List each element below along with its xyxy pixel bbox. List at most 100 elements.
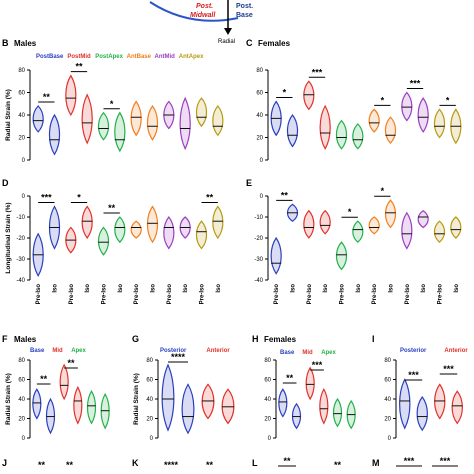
sig-bracket-label: ** xyxy=(40,374,48,384)
legend-item: Mid xyxy=(302,350,313,356)
x-tick-label: Iso xyxy=(151,284,157,293)
violin xyxy=(305,366,315,401)
violin xyxy=(81,205,93,239)
violin xyxy=(433,220,446,243)
y-tick-label: 60 xyxy=(256,91,263,97)
violin xyxy=(97,111,110,141)
violin xyxy=(433,108,446,139)
violin xyxy=(81,93,93,145)
violin xyxy=(319,104,331,150)
violin xyxy=(59,363,69,401)
sig-bracket-label: ** xyxy=(67,358,75,368)
x-tick-label: Iso xyxy=(323,284,329,293)
x-tick-label: Pre-Iso xyxy=(200,284,206,305)
x-tick-label: Iso xyxy=(118,284,124,293)
violin xyxy=(335,119,348,150)
sig-bracket-label: * xyxy=(381,186,385,196)
y-tick-label: -30 xyxy=(254,257,263,263)
midwall-label-2: Midwall xyxy=(190,12,216,19)
y-tick-label: -20 xyxy=(16,236,25,242)
legend-item: Anterior xyxy=(444,348,468,354)
sig-bracket-label: *** xyxy=(41,193,52,203)
y-tick-label: 40 xyxy=(256,113,263,119)
panel-label-B: B xyxy=(2,38,9,48)
violin xyxy=(401,211,413,250)
violin xyxy=(130,100,142,137)
x-tick-label: Pre-Iso xyxy=(69,284,75,305)
panel-title-F: Males xyxy=(14,335,37,344)
y-axis-label-G: Radial Strain (%) xyxy=(133,373,140,425)
violin xyxy=(48,113,61,156)
panel-label-L: L xyxy=(252,458,258,468)
violin xyxy=(65,74,77,117)
violin xyxy=(146,104,159,141)
sig-bracket-label: * xyxy=(283,88,287,98)
y-tick-label: 20 xyxy=(256,136,263,142)
violin xyxy=(417,209,429,229)
sig-label-K-1: **** xyxy=(164,460,179,470)
x-tick-label: Pre-Iso xyxy=(36,284,42,305)
y-tick-label: -10 xyxy=(254,215,263,221)
legend-item: PostMid xyxy=(67,54,91,60)
y-tick-label: 80 xyxy=(256,68,263,74)
sig-bracket-label: **** xyxy=(171,352,186,362)
sig-bracket-label: *** xyxy=(408,370,419,380)
x-tick-label: Iso xyxy=(183,284,189,293)
violin xyxy=(303,209,315,239)
violin xyxy=(352,123,364,150)
legend-item: Apex xyxy=(321,350,336,356)
x-tick-label: Pre-Iso xyxy=(438,284,444,305)
sig-bracket-L-1-label: ** xyxy=(283,456,291,466)
violin xyxy=(73,386,83,425)
panel-label-I: I xyxy=(372,334,375,344)
y-tick-label: -40 xyxy=(16,278,25,284)
legend-item: AntBase xyxy=(127,54,152,60)
legend-item: Anterior xyxy=(206,348,230,354)
panel-label-C: C xyxy=(246,38,253,48)
violin xyxy=(399,378,411,430)
violin xyxy=(179,96,191,151)
violin xyxy=(270,236,282,275)
sig-bracket-label: *** xyxy=(312,67,323,77)
x-tick-label: Pre-Iso xyxy=(167,284,173,305)
y-tick-label: 60 xyxy=(384,378,391,384)
y-tick-label: 80 xyxy=(18,68,25,74)
sig-bracket-label: * xyxy=(381,95,385,105)
violin xyxy=(181,383,195,435)
y-tick-label: 0 xyxy=(268,436,272,442)
panel-title-C: Females xyxy=(258,39,291,48)
base-label-1: Post. xyxy=(236,3,253,10)
y-tick-label: 80 xyxy=(146,358,153,364)
y-tick-label: 20 xyxy=(146,417,153,423)
sig-label-J-2: ** xyxy=(66,460,74,470)
sig-label-J-1: ** xyxy=(38,460,46,470)
y-tick-label: 80 xyxy=(264,358,271,364)
panel-label-M: M xyxy=(372,458,380,468)
violin xyxy=(212,205,224,239)
y-tick-label: 60 xyxy=(18,91,25,97)
y-tick-label: 40 xyxy=(264,397,271,403)
violin xyxy=(146,205,159,244)
violin xyxy=(384,199,397,229)
panel-title-B: Males xyxy=(14,39,37,48)
sig-bracket-label: ** xyxy=(281,190,289,200)
radial-label: Radial xyxy=(218,39,235,45)
legend-item: Posterior xyxy=(400,348,427,354)
legend-item: Base xyxy=(30,348,45,354)
violin xyxy=(195,97,208,128)
x-tick-label: Pre-Iso xyxy=(134,284,140,305)
violin xyxy=(352,220,364,243)
sig-bracket-label: ** xyxy=(206,193,214,203)
violin xyxy=(384,116,397,145)
violin xyxy=(163,216,175,250)
y-tick-label: 40 xyxy=(384,397,391,403)
y-tick-label: 60 xyxy=(146,378,153,384)
violin xyxy=(319,388,329,425)
sig-bracket-label: * xyxy=(110,99,114,109)
legend-item: Mid xyxy=(52,348,63,354)
y-tick-label: 0 xyxy=(22,194,26,200)
y-axis-label-D: Longitudinal Strain (%) xyxy=(5,202,12,273)
y-tick-label: 0 xyxy=(388,436,392,442)
x-tick-label: Iso xyxy=(454,284,460,293)
y-tick-label: 20 xyxy=(264,417,271,423)
